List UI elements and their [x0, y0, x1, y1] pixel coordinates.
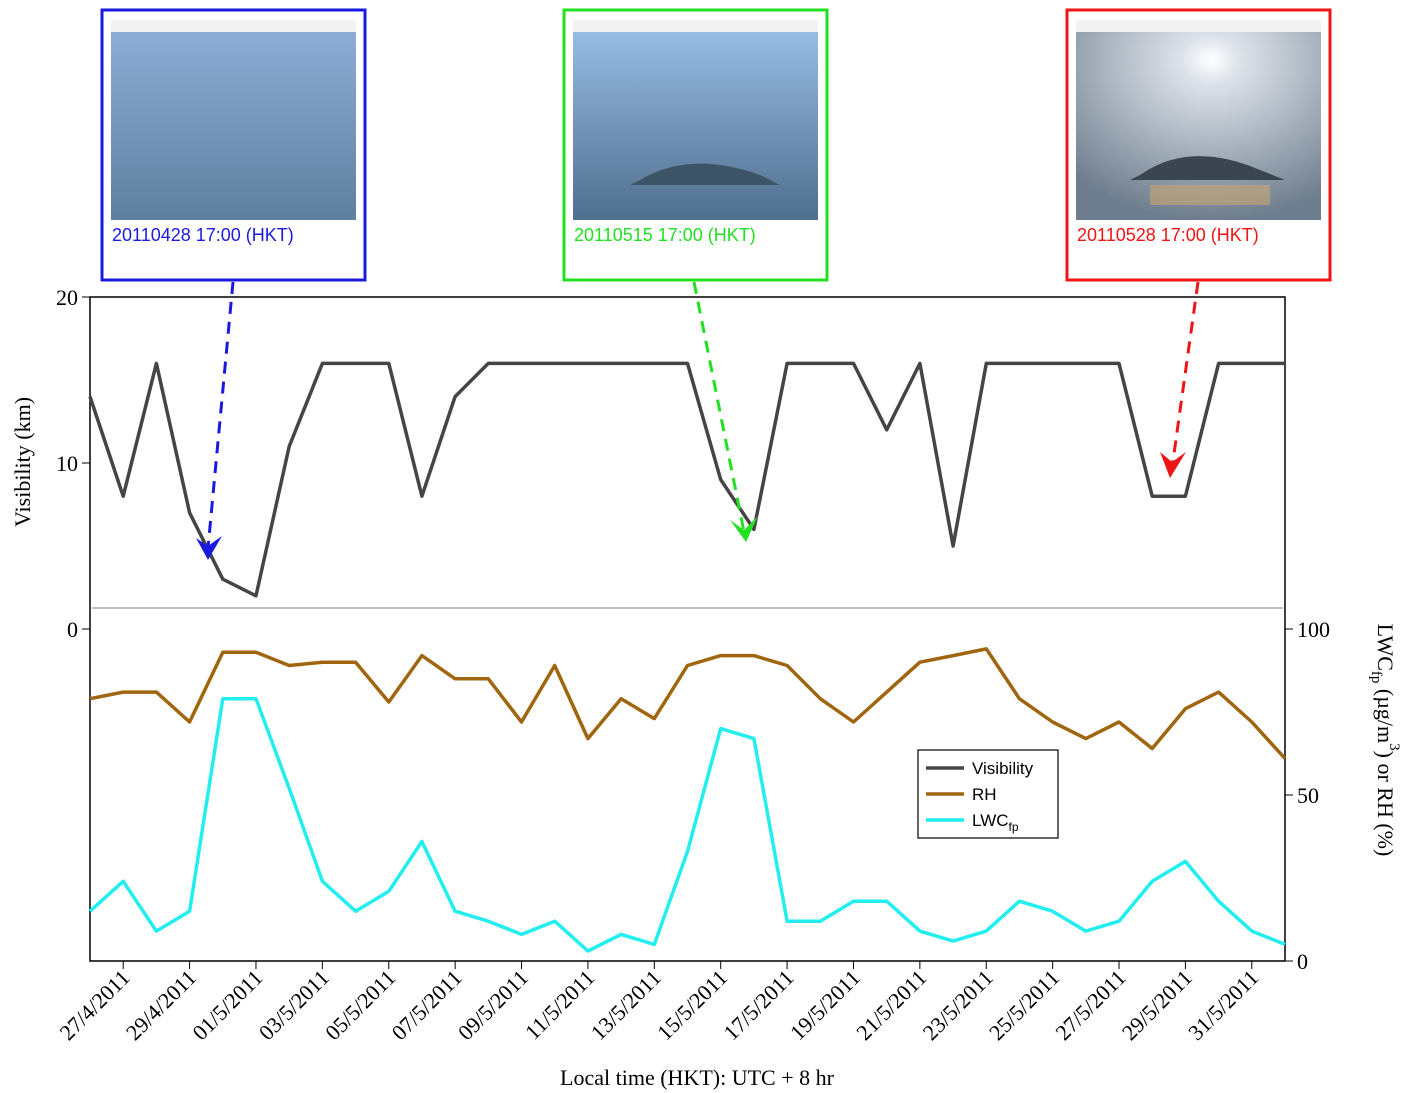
series-line	[88, 361, 1285, 598]
y-tick-label: 10	[56, 451, 78, 476]
x-tick-label: 05/5/2011	[320, 965, 400, 1045]
photo-panel: 20110528 17:00 (HKT)	[1065, 8, 1332, 282]
x-tick-label: 07/5/2011	[386, 965, 466, 1045]
legend-text: RH	[972, 785, 997, 804]
x-tick-label: 31/5/2011	[1183, 965, 1263, 1045]
y2-tick-label: 50	[1297, 783, 1319, 808]
y-tick-label: 20	[56, 285, 78, 310]
plot-frame	[89, 296, 1286, 962]
legend-text: LWC	[972, 811, 1009, 830]
arrow-head	[730, 516, 758, 542]
legend-label: RH	[972, 785, 997, 804]
x-tick-label: 21/5/2011	[851, 965, 931, 1045]
y2-label-part: LWC	[1373, 624, 1398, 671]
annotation-arrow	[206, 281, 1200, 549]
x-tick-label: 17/5/2011	[718, 965, 798, 1045]
x-tick-label: 01/5/2011	[187, 965, 267, 1045]
x-axis-label: Local time (HKT): UTC + 8 hr	[560, 1065, 835, 1090]
arrow-head	[196, 536, 222, 560]
photo-caption: 20110528 17:00 (HKT)	[1077, 225, 1259, 245]
series-line	[88, 696, 1286, 953]
x-tick-label: 19/5/2011	[785, 965, 865, 1045]
x-tick-label: 09/5/2011	[453, 965, 533, 1045]
x-tick-label: 03/5/2011	[254, 965, 334, 1045]
y2-label-part: fp	[1368, 671, 1384, 684]
photo-caption: 20110515 17:00 (HKT)	[574, 225, 756, 245]
photo	[573, 20, 818, 220]
y2-label-part: ) or RH (%)	[1373, 751, 1398, 857]
x-tick-label: 29/4/2011	[121, 965, 201, 1045]
y-axis-label: Visibility (km)	[10, 397, 35, 527]
y-tick-label: 0	[67, 617, 78, 642]
x-tick-label: 11/5/2011	[520, 965, 600, 1045]
photo-caption: 20110428 17:00 (HKT)	[112, 225, 294, 245]
legend: Visibility RH LWCfp	[917, 749, 1059, 839]
x-tick-label: 15/5/2011	[652, 965, 732, 1045]
x-tick-label: 13/5/2011	[586, 965, 666, 1045]
x-tick-label: 29/5/2011	[1117, 965, 1197, 1045]
y2-tick-label: 100	[1297, 617, 1330, 642]
arrow-head	[1160, 452, 1186, 478]
photo	[111, 20, 356, 220]
x-tick-label: 27/5/2011	[1050, 965, 1130, 1045]
y2-label-part: (µg/m	[1373, 683, 1398, 743]
x-tick-label: 25/5/2011	[984, 965, 1064, 1045]
x-tick-label: 27/4/2011	[55, 965, 135, 1045]
x-tick-label: 23/5/2011	[918, 965, 998, 1045]
legend-subscript: fp	[1009, 820, 1019, 834]
photo-panel: 20110428 17:00 (HKT)	[100, 8, 367, 282]
legend-label: LWCfp	[972, 811, 1019, 834]
legend-label: Visibility	[972, 759, 1034, 778]
y2-axis-label: LWCfp (µg/m3) or RH (%)	[1368, 624, 1402, 857]
y2-tick-label: 0	[1297, 949, 1308, 974]
series-line	[89, 647, 1287, 760]
legend-text: Visibility	[972, 759, 1034, 778]
photo-panel: 20110515 17:00 (HKT)	[562, 8, 829, 282]
y2-label-part: 3	[1386, 743, 1402, 751]
